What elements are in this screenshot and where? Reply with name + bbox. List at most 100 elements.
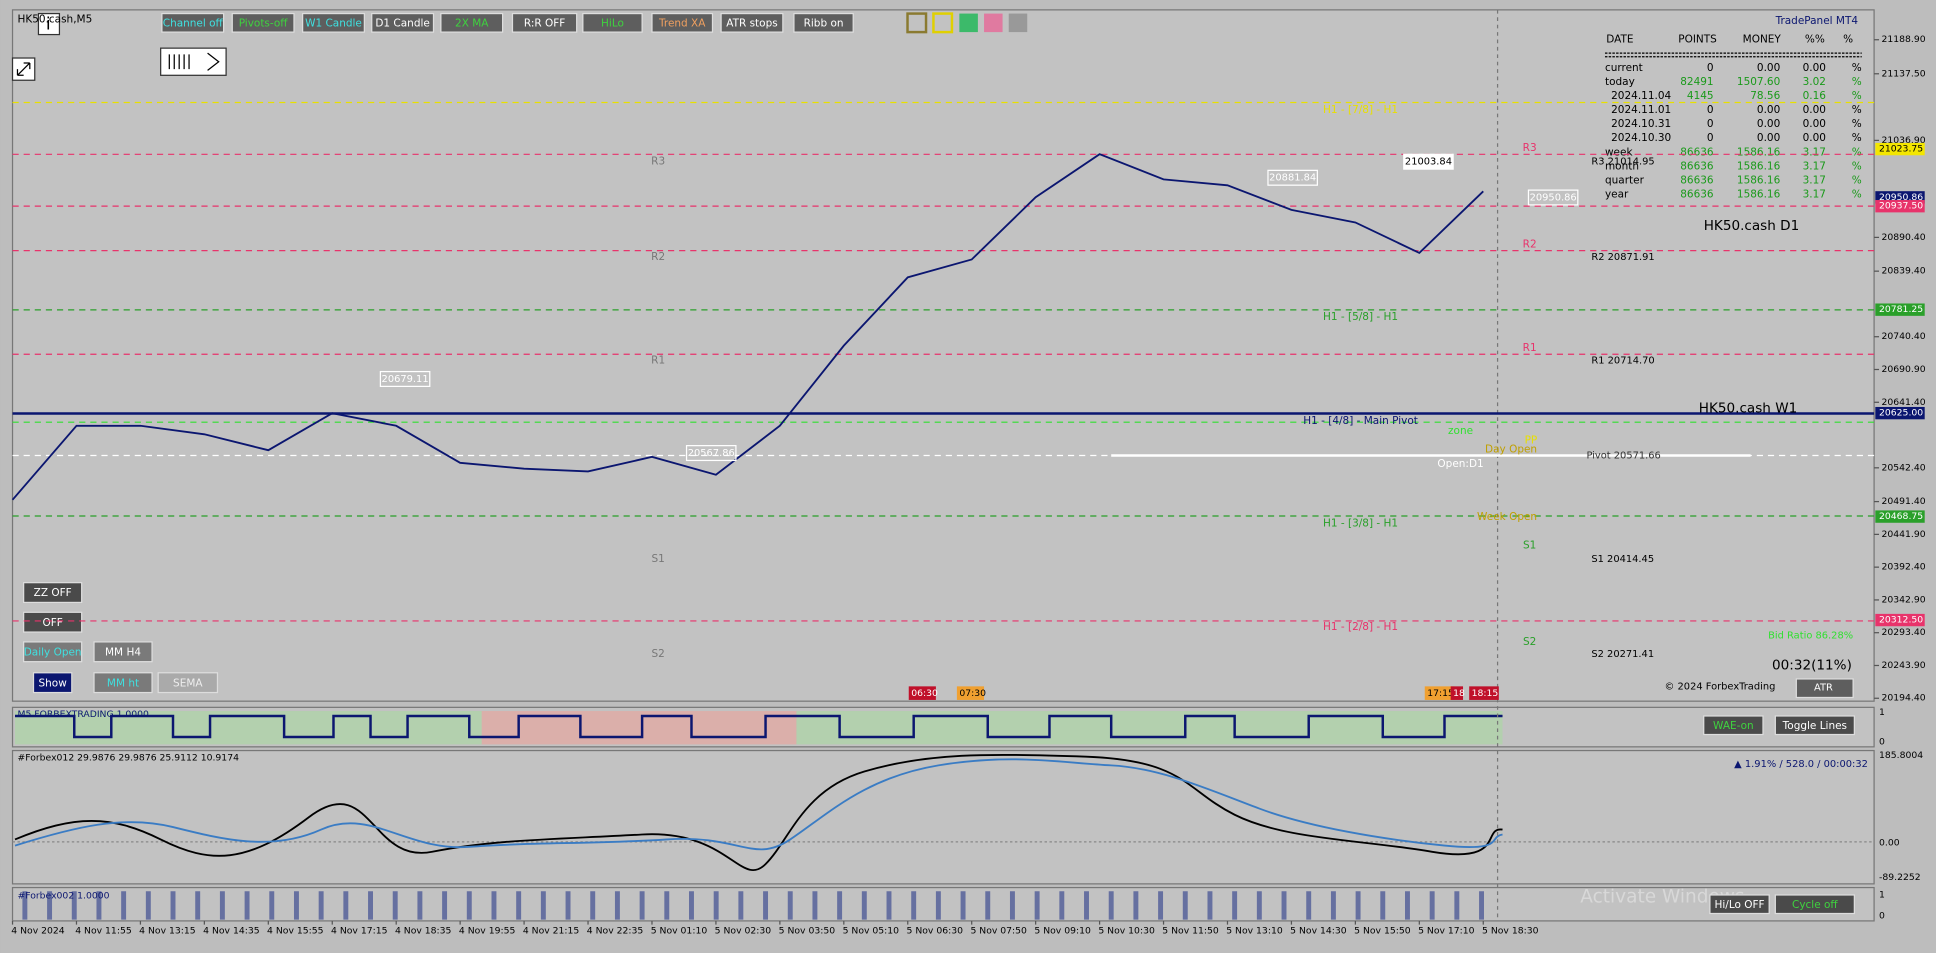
- nav-icon: [168, 52, 220, 71]
- toolbar-button-label: HiLo: [601, 17, 624, 29]
- toolbar-button[interactable]: [440, 12, 504, 33]
- toolbar-button[interactable]: [720, 12, 784, 33]
- atr-button[interactable]: [1795, 678, 1854, 699]
- level-label: Day Open: [1485, 443, 1537, 455]
- time-tag: [1424, 686, 1455, 700]
- toolbar-button[interactable]: [161, 12, 225, 33]
- side-button[interactable]: [23, 611, 83, 633]
- price-box-label: 21003.84: [1405, 157, 1452, 168]
- column-header: DATE: [1606, 34, 1633, 46]
- x-tick-label: 5 Nov 17:10: [1418, 925, 1475, 936]
- panel-cell: 4145: [1687, 90, 1714, 102]
- panel-title: TradePanel MT4: [1775, 15, 1859, 27]
- level-label: R3: [1523, 142, 1537, 154]
- toolbar-button[interactable]: [511, 12, 578, 33]
- swatch[interactable]: [959, 13, 978, 33]
- nav-control[interactable]: [160, 47, 227, 76]
- toolbar-button-label: Trend XA: [658, 17, 706, 29]
- y-tick-label: 20641.40: [1881, 397, 1925, 408]
- panel-cell: current: [1605, 62, 1643, 74]
- swatch[interactable]: [1008, 13, 1028, 33]
- swatch[interactable]: [984, 13, 1003, 33]
- toolbar-button[interactable]: [793, 12, 854, 33]
- y-tick-label: 20542.40: [1881, 462, 1925, 473]
- panel-cell: month: [1605, 160, 1639, 172]
- x-tick-label: 4 Nov 21:15: [523, 925, 580, 936]
- toolbar-button[interactable]: [582, 12, 643, 33]
- indicator-button-label: Toggle Lines: [1782, 720, 1847, 732]
- price-box: [1267, 169, 1318, 186]
- indicator-button[interactable]: [1774, 894, 1855, 915]
- y-tick-label: 20690.90: [1881, 364, 1925, 375]
- side-button-label: Show: [39, 677, 68, 689]
- x-tick-label: 5 Nov 05:10: [843, 925, 900, 936]
- indicator-button[interactable]: [1709, 894, 1770, 915]
- toolbar-button-label: Pivots-off: [239, 17, 289, 29]
- price-tag-label: 21023.75: [1879, 144, 1923, 155]
- panel-cell: 0.00: [1803, 118, 1826, 130]
- watermark: Activate Windows: [1580, 886, 1744, 907]
- time-tag: [908, 686, 936, 700]
- y-tick-label: 20293.40: [1881, 627, 1925, 638]
- column-header: POINTS: [1678, 34, 1717, 46]
- panel-cell: 3.02: [1803, 76, 1826, 88]
- toolbar-button-label: D1 Candle: [375, 17, 430, 29]
- time-tag: [1469, 686, 1499, 700]
- panel-cell: %: [1852, 76, 1862, 88]
- side-info: R1 20714.70: [1591, 355, 1654, 366]
- info-icon: i: [46, 15, 51, 35]
- swatch[interactable]: [906, 12, 928, 34]
- side-button[interactable]: [157, 672, 219, 694]
- side-button[interactable]: [32, 672, 73, 694]
- level-label: H1 - [3/8] - H1: [1323, 517, 1398, 529]
- indicator-button-label: WAE-on: [1713, 720, 1754, 732]
- time-tag-label: 18: [1453, 688, 1465, 699]
- side-info: S1 20414.45: [1591, 554, 1654, 565]
- side-button-label: MM H4: [105, 646, 141, 658]
- panel-cell: %: [1852, 132, 1862, 144]
- side-button[interactable]: [23, 582, 83, 604]
- panel-cell: 0.00: [1757, 118, 1780, 130]
- panel-cell: 0.00: [1757, 104, 1780, 116]
- panel-cell: %: [1852, 104, 1862, 116]
- time-tag-label: 17:15: [1427, 688, 1454, 699]
- indicator-button[interactable]: [1774, 715, 1855, 736]
- price-tag-label: 20937.50: [1879, 201, 1923, 212]
- level-label: H1 - [4/8] - Main Pivot: [1303, 415, 1418, 427]
- side-button[interactable]: [93, 672, 153, 694]
- toolbar-button[interactable]: [371, 12, 435, 33]
- panel-cell: 0: [1707, 104, 1714, 116]
- side-button-label: Daily Open: [24, 646, 82, 658]
- side-button[interactable]: [23, 641, 83, 663]
- panel-cell: 0.00: [1803, 62, 1826, 74]
- level-label: S2: [651, 648, 664, 660]
- panel-cell: 0: [1707, 118, 1714, 130]
- panel-cell: 1507.60: [1737, 76, 1780, 88]
- panel-cell: 3.17: [1803, 160, 1826, 172]
- price-tag: [1875, 510, 1925, 523]
- indicator-button[interactable]: [1703, 715, 1764, 736]
- toolbar-button[interactable]: [651, 12, 714, 33]
- y-tick-label: 20890.40: [1881, 232, 1925, 243]
- swatch[interactable]: [932, 12, 954, 34]
- main-window: [11, 9, 1875, 702]
- panel-cell: %: [1852, 62, 1862, 74]
- panel-cell: 2024.10.31: [1611, 118, 1671, 130]
- expand-icon: [16, 62, 31, 76]
- level-label: S1: [1523, 540, 1536, 552]
- x-tick-label: 5 Nov 01:10: [651, 925, 708, 936]
- price-box: [685, 445, 737, 462]
- x-tick-label: 5 Nov 15:50: [1354, 925, 1411, 936]
- toolbar-button[interactable]: [302, 12, 365, 33]
- side-button[interactable]: [93, 641, 153, 663]
- axis-label: 1: [1879, 889, 1885, 900]
- side-info: S2 20271.41: [1591, 649, 1654, 660]
- y-tick-label: 20342.90: [1881, 594, 1925, 605]
- panel-cell: %: [1852, 146, 1862, 158]
- y-tick-label: 20839.40: [1881, 266, 1925, 277]
- info-button[interactable]: [37, 12, 61, 36]
- time-tag-label: 18:15: [1472, 688, 1499, 699]
- toolbar-button[interactable]: [231, 12, 295, 33]
- side-info: 00:32(11%): [1772, 657, 1852, 673]
- axis-label: 1: [1879, 707, 1885, 718]
